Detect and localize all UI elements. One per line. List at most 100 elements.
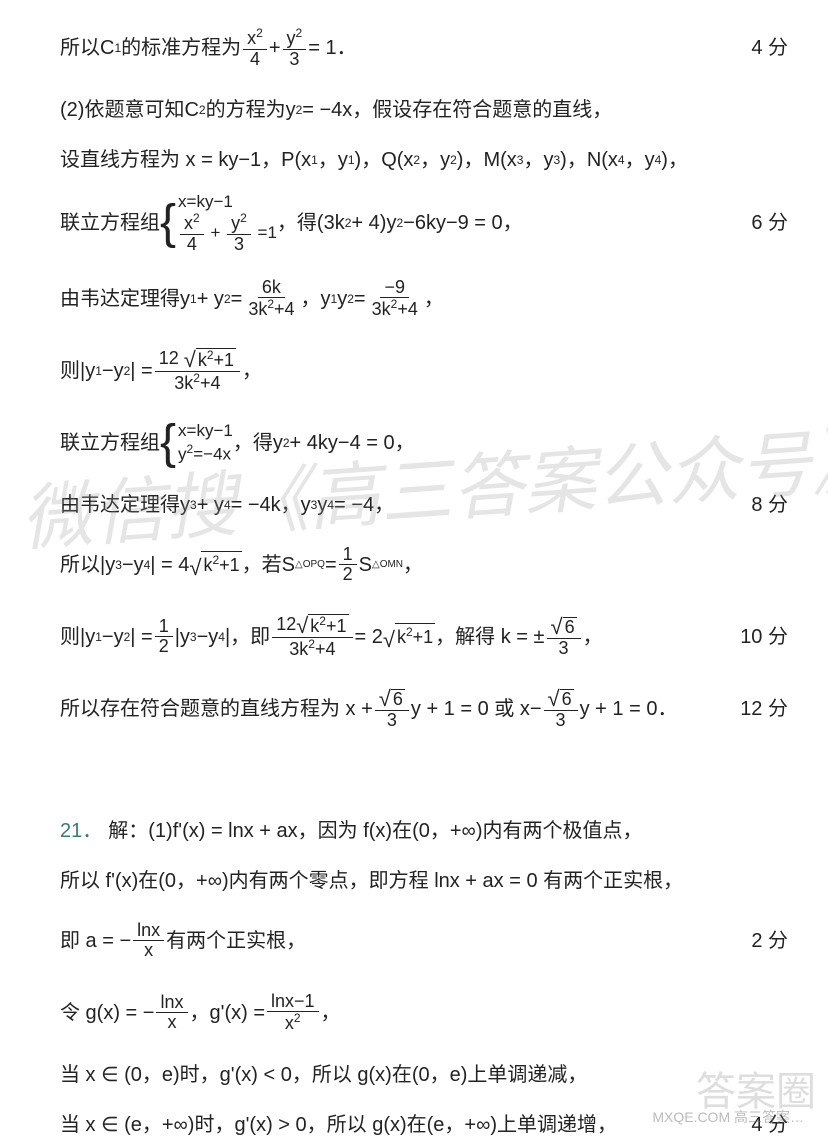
n: y	[231, 213, 240, 233]
text: 设直线方程为 x = ky−1，P(x	[60, 146, 311, 174]
score-4: 4 分	[751, 34, 788, 62]
text: = −4k，y	[231, 491, 311, 519]
sup: 2	[256, 26, 263, 40]
text: 则|y	[60, 623, 95, 651]
line-exists-line: 所以存在符合题意的直线方程为 x + √63 y + 1 = 0 或 x− √6…	[60, 681, 788, 737]
sub: 2	[224, 291, 231, 308]
text: 由韦达定理得y	[60, 491, 190, 519]
text: ，若S	[242, 551, 295, 579]
text: 令 g(x) = −	[60, 999, 154, 1027]
sub: 4	[655, 152, 662, 169]
t: 3k	[372, 299, 391, 319]
text: 联立方程组	[60, 209, 160, 237]
sub: 1	[190, 291, 197, 308]
text: ，	[242, 357, 262, 385]
line-set-line: 设直线方程为 x = ky−1，P(x1 ，y1 )，Q(x2 ，y2 )，M(…	[60, 142, 788, 178]
sup: 2	[319, 614, 326, 628]
line-vieta-2: 由韦达定理得y3 + y4 = −4k，y3 y4 = −4， 8 分	[60, 487, 788, 523]
fraction: −9 3k2+4	[368, 278, 422, 321]
sub: 3	[517, 152, 524, 169]
text: ，	[583, 623, 603, 651]
line-q21-4: 令 g(x) = − lnxx ，g'(x) = lnx−1x2 ，	[60, 985, 788, 1041]
text: |y	[175, 623, 190, 651]
n: lnx−1	[267, 992, 319, 1013]
text: ，y	[420, 146, 450, 174]
sub: △OMN	[372, 558, 403, 572]
t: y	[178, 444, 187, 463]
text: 所以|y	[60, 551, 115, 579]
d: 2	[155, 637, 173, 657]
text: = −4x，假设存在符合题意的直线，	[302, 96, 612, 124]
t: +4	[397, 299, 418, 319]
sub: 2	[124, 363, 131, 380]
sub: 1	[114, 40, 121, 57]
text: = 2	[355, 623, 383, 651]
sub: 2	[450, 152, 457, 169]
text: ，g'(x) =	[190, 999, 266, 1027]
text: y + 1 = 0 或 x−	[411, 695, 542, 723]
text: −y	[102, 357, 124, 385]
line-solve-k: 则|y1 −y2 | = 12 |y3 −y4 |，即 12√k2+1 3k2+…	[60, 609, 788, 665]
sqrt: √k2+1	[189, 551, 241, 578]
sub: 3	[553, 152, 560, 169]
row: y2=−4x	[178, 442, 233, 465]
d: 3	[552, 711, 570, 731]
sub: 1	[95, 629, 102, 646]
t: +1	[413, 627, 434, 647]
num: y	[287, 28, 296, 48]
num: x	[247, 28, 256, 48]
text: + y	[197, 491, 224, 519]
t: 6	[563, 617, 577, 638]
sub: 4	[144, 557, 151, 574]
sub: 1	[331, 291, 338, 308]
text: ，y	[625, 146, 655, 174]
sub: 4	[224, 497, 231, 514]
text: | =	[130, 357, 152, 385]
sub: 4	[618, 152, 625, 169]
sup: 2	[345, 215, 352, 232]
d: 2	[339, 565, 357, 585]
t: 6	[391, 689, 405, 710]
line-vieta-1: 由韦达定理得y1 + y2 = 6k 3k2+4 ，y1 y2 = −9 3k2…	[60, 271, 788, 327]
sub: 1	[348, 152, 355, 169]
sup: 2	[193, 211, 200, 225]
text: 当 x ∈ (0，e)时，g'(x) < 0，所以 g(x)在(0，e)上单调递…	[60, 1061, 587, 1089]
fraction: √63	[544, 688, 578, 731]
d: 3	[230, 235, 248, 255]
text: ，得y	[233, 429, 283, 457]
t: 6	[560, 689, 574, 710]
t: k	[397, 627, 406, 647]
score-10: 10 分	[740, 623, 788, 651]
score-8: 8 分	[751, 491, 788, 519]
score-2: 2 分	[751, 927, 788, 955]
fraction: lnxx	[133, 921, 164, 962]
text: 有两个正实根，	[166, 927, 306, 955]
t: +1	[219, 555, 240, 575]
line-abs-y3y4: 所以|y3 −y4 | = 4 √k2+1 ，若S△OPQ = 12 S△OMN…	[60, 537, 788, 593]
sub: 3	[311, 497, 318, 514]
line-c1-standard-eq: 所以C1 的标准方程为 x2 4 + y2 3 = 1． 4 分	[60, 20, 788, 76]
text: ，	[424, 285, 444, 313]
t: 3k	[174, 373, 193, 393]
text: S	[359, 551, 372, 579]
sub: 3	[190, 497, 197, 514]
fraction: 12√k2+1 3k2+4	[272, 614, 352, 660]
sub: 4	[327, 497, 334, 514]
text: y	[337, 285, 347, 313]
text: −y	[197, 623, 219, 651]
fraction: lnx−1x2	[267, 992, 319, 1035]
t: 12	[159, 348, 179, 368]
t: +	[210, 223, 220, 242]
text: −6ky−9 = 0，	[403, 209, 523, 237]
sub: 4	[218, 629, 225, 646]
text: ，y	[301, 285, 331, 313]
den: 4	[246, 50, 264, 70]
section-gap	[60, 753, 788, 813]
score-6: 6 分	[751, 209, 788, 237]
text: 所以C	[60, 34, 114, 62]
fraction: √63	[375, 688, 409, 731]
line-system-1: 联立方程组 { x=ky−1 x24 + y23 =1 ，得(3k2 + 4)y…	[60, 192, 788, 255]
num: −9	[380, 278, 409, 299]
text: −y	[102, 623, 124, 651]
t: +4	[274, 299, 295, 319]
